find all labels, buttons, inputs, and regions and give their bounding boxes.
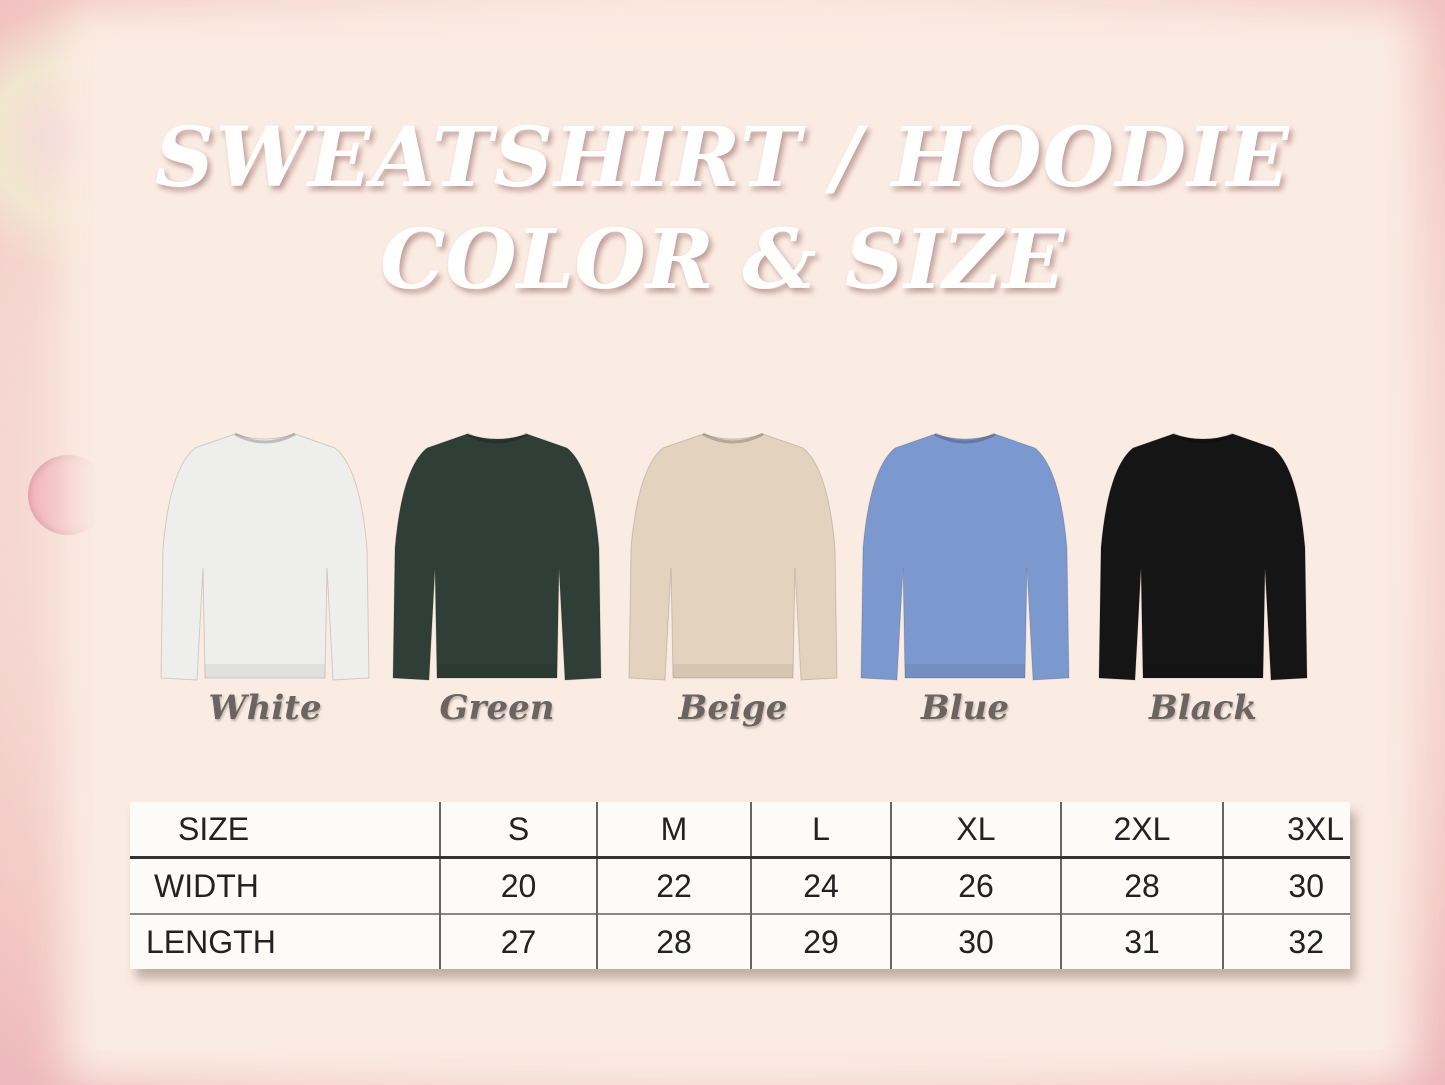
row-label: WIDTH bbox=[154, 867, 259, 904]
title-line-2: COLOR & SIZE bbox=[380, 212, 1065, 308]
table-cell: 26 bbox=[890, 857, 1061, 914]
header-cell: 3XL bbox=[1222, 802, 1350, 859]
header-cell: 2XL bbox=[1060, 802, 1223, 859]
table-header-row: SIZE S M L XL 2XL 3XL bbox=[130, 802, 1350, 859]
header-cell: XL bbox=[890, 802, 1061, 859]
row-label: LENGTH bbox=[130, 913, 440, 969]
table-cell: 22 bbox=[596, 857, 751, 914]
color-label: Green bbox=[439, 688, 555, 728]
sweatshirt-blue bbox=[855, 428, 1075, 690]
table-cell: 20 bbox=[439, 857, 597, 914]
sweatshirt-black bbox=[1093, 428, 1313, 690]
table-cell: 29 bbox=[750, 913, 891, 969]
color-label: White bbox=[208, 688, 322, 728]
table-cell: 31 bbox=[1060, 913, 1223, 969]
decorative-button bbox=[28, 455, 108, 535]
color-label: Beige bbox=[678, 688, 788, 728]
header-cell: L bbox=[750, 802, 891, 859]
header-cell: S bbox=[439, 802, 597, 859]
table-row: WIDTH 20 22 24 26 28 30 bbox=[130, 857, 1350, 914]
table-row: LENGTH 27 28 29 30 31 32 bbox=[130, 913, 1350, 969]
table-cell: 30 bbox=[1222, 857, 1350, 914]
title-line-1: SWEATSHIRT / HOODIE bbox=[154, 110, 1291, 206]
table-cell: 28 bbox=[596, 913, 751, 969]
table-cell: 27 bbox=[439, 913, 597, 969]
sweatshirt-white bbox=[155, 428, 375, 690]
color-label: Blue bbox=[920, 688, 1009, 728]
sweatshirt-beige bbox=[623, 428, 843, 690]
table-cell: 24 bbox=[750, 857, 891, 914]
size-table: SIZE S M L XL 2XL 3XL WIDTH 20 22 24 26 … bbox=[130, 802, 1350, 969]
table-cell: 28 bbox=[1060, 857, 1223, 914]
header-cell: M bbox=[596, 802, 751, 859]
header-cell: SIZE bbox=[130, 802, 440, 859]
color-label: Black bbox=[1149, 688, 1257, 728]
table-cell: 32 bbox=[1222, 913, 1350, 969]
sweatshirt-green bbox=[387, 428, 607, 690]
table-cell: 30 bbox=[890, 913, 1061, 969]
